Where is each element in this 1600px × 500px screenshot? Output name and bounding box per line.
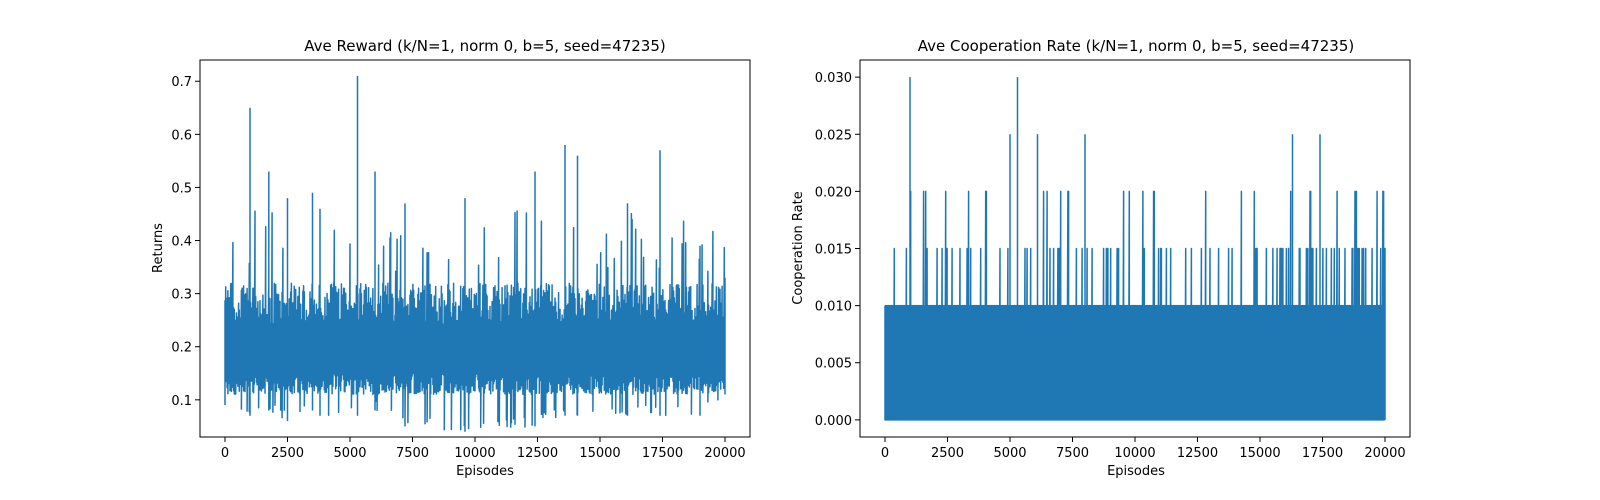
cooperation-x-tick-label: 7500: [1056, 446, 1089, 461]
cooperation-chart-title: Ave Cooperation Rate (k/N=1, norm 0, b=5…: [918, 37, 1354, 55]
reward-x-tick-label: 15000: [579, 446, 620, 461]
reward-x-tick-label: 7500: [396, 446, 429, 461]
cooperation-y-tick-label: 0.010: [815, 300, 852, 315]
cooperation-x-axis-label: Episodes: [1107, 464, 1165, 479]
cooperation-x-tick-label: 17500: [1302, 446, 1343, 461]
reward-x-tick-label: 10000: [454, 446, 495, 461]
reward-y-tick-label: 0.1: [171, 394, 192, 409]
cooperation-x-tick-label: 15000: [1239, 446, 1280, 461]
cooperation-x-tick-label: 12500: [1177, 446, 1218, 461]
reward-x-tick-label: 2500: [271, 446, 304, 461]
reward-x-tick-label: 12500: [517, 446, 558, 461]
reward-y-axis-label: Returns: [151, 223, 166, 273]
reward-series-line: [224, 75, 726, 432]
reward-y-tick-label: 0.5: [171, 181, 192, 196]
cooperation-x-tick-label: 0: [881, 446, 889, 461]
cooperation-y-tick-label: 0.020: [815, 185, 852, 200]
cooperation-series-path: [884, 77, 1386, 421]
reward-y-tick-label: 0.4: [171, 235, 192, 250]
reward-x-tick-label: 0: [221, 446, 229, 461]
cooperation-x-tick-label: 2500: [931, 446, 964, 461]
reward-y-tick-label: 0.3: [171, 288, 192, 303]
cooperation-y-tick-label: 0.000: [815, 414, 852, 429]
cooperation-y-tick-label: 0.030: [815, 71, 852, 86]
reward-x-tick-label: 5000: [333, 446, 366, 461]
reward-chart-title: Ave Reward (k/N=1, norm 0, b=5, seed=472…: [304, 37, 666, 55]
reward-y-tick-label: 0.6: [171, 128, 192, 143]
reward-x-tick-label: 20000: [704, 446, 745, 461]
cooperation-x-tick-label: 5000: [993, 446, 1026, 461]
cooperation-y-axis-label: Cooperation Rate: [791, 191, 806, 304]
reward-y-tick-label: 0.7: [171, 75, 192, 90]
cooperation-y-tick-label: 0.025: [815, 128, 852, 143]
reward-chart: Ave Reward (k/N=1, norm 0, b=5, seed=472…: [151, 37, 751, 479]
reward-x-tick-label: 17500: [642, 446, 683, 461]
reward-series-path: [224, 75, 726, 432]
cooperation-series-line: [884, 77, 1386, 421]
cooperation-x-tick-label: 20000: [1364, 446, 1405, 461]
reward-y-tick-label: 0.2: [171, 341, 192, 356]
reward-x-axis-label: Episodes: [456, 464, 514, 479]
cooperation-y-tick-label: 0.015: [815, 243, 852, 258]
cooperation-chart: Ave Cooperation Rate (k/N=1, norm 0, b=5…: [791, 37, 1411, 479]
cooperation-y-tick-label: 0.005: [815, 357, 852, 372]
cooperation-x-tick-label: 10000: [1114, 446, 1155, 461]
